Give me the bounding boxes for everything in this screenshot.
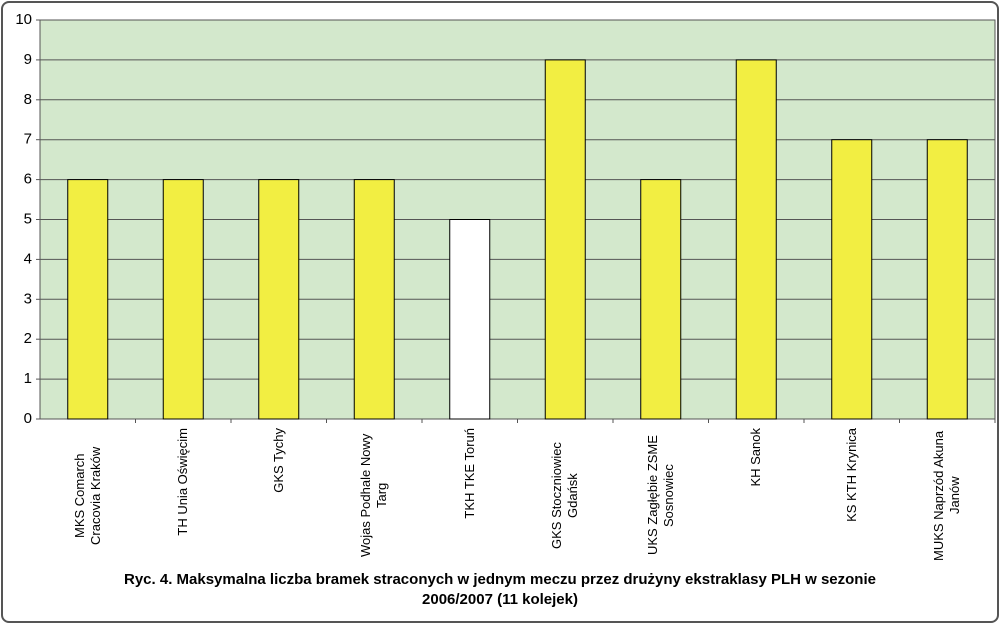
y-tick-label: 5 <box>24 210 32 227</box>
x-tick-label: UKS Zagłębie ZSME Sosnowiec <box>644 435 676 556</box>
bar <box>735 59 777 420</box>
y-tick-label: 9 <box>24 51 32 68</box>
y-tick-label: 1 <box>24 370 32 387</box>
x-tick-label: Wojas Podhale Nowy Targ <box>358 433 390 558</box>
bar <box>258 179 300 420</box>
bar <box>831 139 873 420</box>
x-tick-label: MKS Comarch Cracovia Kraków <box>71 446 103 545</box>
bar <box>449 219 491 420</box>
chart-title: Ryc. 4. Maksymalna liczba bramek stracon… <box>124 571 876 608</box>
x-tick-label: GKS Stoczniowiec Gdańsk <box>549 442 581 549</box>
y-tick-label: 10 <box>15 11 32 28</box>
y-tick-label: 4 <box>24 250 32 267</box>
x-tick-label: TH Unia Oświęcim <box>175 428 191 536</box>
y-tick-label: 8 <box>24 91 32 108</box>
x-tick-label: MUKS Naprzód Akuna Janów <box>931 430 963 561</box>
x-tick-label: TKH TKE Toruń <box>461 428 477 519</box>
x-tick-label: GKS Tychy <box>270 428 286 493</box>
x-tick-label: KH Sanok <box>748 428 764 487</box>
bar <box>353 179 395 420</box>
y-tick-label: 3 <box>24 290 32 307</box>
bar <box>544 59 586 420</box>
x-tick-label: KS KTH Krynica <box>843 428 859 522</box>
bar <box>640 179 682 420</box>
y-tick-label: 6 <box>24 171 32 188</box>
bar <box>162 179 204 420</box>
bar <box>67 179 109 420</box>
y-tick-label: 0 <box>24 410 32 427</box>
y-tick-label: 7 <box>24 131 32 148</box>
bar <box>926 139 968 420</box>
y-tick-label: 2 <box>24 330 32 347</box>
